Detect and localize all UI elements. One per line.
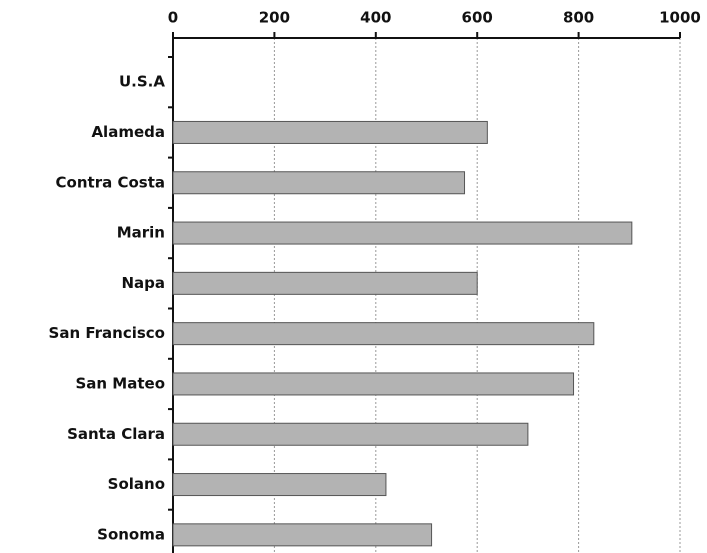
bar <box>172 171 466 195</box>
x-tick-label: 1000 <box>659 9 701 27</box>
bar <box>172 473 387 497</box>
bar <box>172 372 575 396</box>
x-tick-label: 0 <box>168 9 178 27</box>
bar <box>172 523 433 547</box>
y-tick-label: U.S.A <box>119 73 165 91</box>
y-tick-label: Solano <box>108 475 165 493</box>
x-tick-label: 400 <box>360 9 391 27</box>
bar <box>172 221 633 245</box>
y-tick-label: Alameda <box>91 123 165 141</box>
bar <box>172 120 488 144</box>
y-tick-label: Santa Clara <box>67 425 165 443</box>
y-tick-label: Napa <box>121 274 165 292</box>
x-tick-label: 200 <box>259 9 290 27</box>
y-tick-label: Contra Costa <box>56 173 165 191</box>
y-tick-label: Sonoma <box>97 525 165 543</box>
bar <box>172 271 478 295</box>
x-tick-label: 800 <box>563 9 594 27</box>
bar <box>172 322 595 346</box>
y-tick-label: Marin <box>117 224 165 242</box>
y-tick-label: San Francisco <box>49 324 165 342</box>
bar <box>172 422 529 446</box>
x-tick-label: 600 <box>462 9 493 27</box>
y-tick-label: San Mateo <box>75 374 165 392</box>
